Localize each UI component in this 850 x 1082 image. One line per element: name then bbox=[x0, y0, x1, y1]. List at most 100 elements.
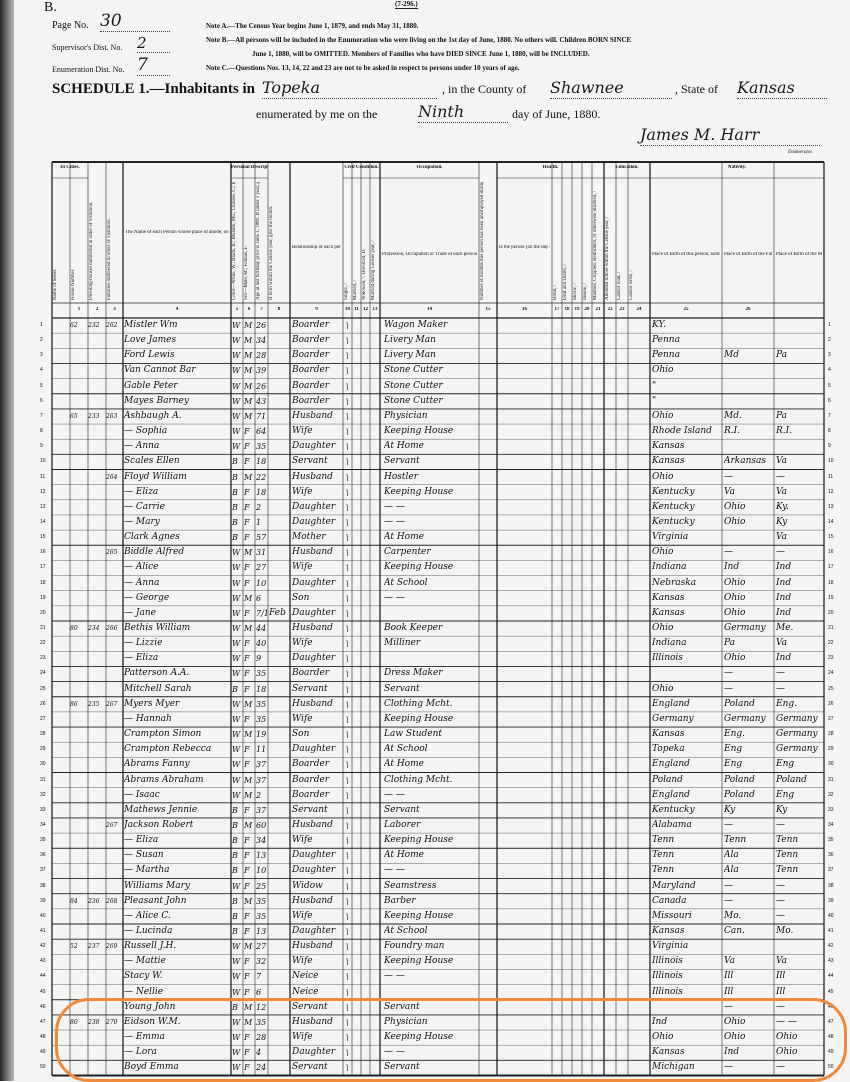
row-number: 49 bbox=[40, 1049, 46, 1056]
cell-age: 37 bbox=[256, 760, 267, 770]
cell-mother: Tenn bbox=[776, 865, 799, 876]
cell-month bbox=[269, 576, 289, 591]
cell-mother: — bbox=[776, 895, 785, 906]
column-number: 26 bbox=[745, 307, 751, 312]
cell-house bbox=[70, 454, 88, 469]
cell-month bbox=[269, 909, 289, 924]
cell-color: W bbox=[232, 427, 241, 437]
marital-tick: \ bbox=[346, 957, 349, 967]
cell-relation: Daughter bbox=[292, 607, 336, 618]
cell-occupation: Barber bbox=[384, 895, 416, 906]
cell-birthplace: Canada bbox=[652, 895, 687, 906]
cell-mother bbox=[776, 379, 824, 394]
cell-occupation: Physician bbox=[384, 410, 428, 421]
cell-age: 35 bbox=[256, 442, 267, 452]
cell-mother: Ohio bbox=[776, 1047, 798, 1058]
table-row: 26 26 86 235 267 Myers Myer W M 35 Husband Clothin… bbox=[0, 697, 850, 712]
cell-mother: — — bbox=[776, 1016, 797, 1027]
cell-month bbox=[269, 394, 289, 409]
cell-mother: Ohio bbox=[776, 1032, 798, 1043]
cell-month bbox=[269, 409, 289, 424]
row-number: 8 bbox=[40, 428, 43, 435]
cell-name: — George bbox=[124, 592, 170, 603]
cell-mother: Ill bbox=[776, 971, 786, 982]
cell-birthplace: Kansas bbox=[652, 456, 685, 467]
marital-tick: \ bbox=[346, 533, 349, 543]
table-row: 31 31 Abrams Abraham W M 37 Boarder Clothing Mc… bbox=[0, 773, 850, 788]
cell-birthplace: Illinois bbox=[652, 986, 683, 997]
cell-father: Arkansas bbox=[724, 456, 767, 467]
cell-color: W bbox=[232, 730, 241, 740]
marital-tick: \ bbox=[346, 760, 349, 770]
column-number: 6 bbox=[247, 307, 251, 312]
row-number-right: 4 bbox=[828, 367, 831, 374]
cell-sex: M bbox=[244, 730, 253, 740]
cell-family bbox=[106, 560, 123, 575]
cell-age: 28 bbox=[256, 1033, 267, 1043]
row-number-right: 34 bbox=[828, 821, 834, 828]
cell-month bbox=[269, 879, 289, 894]
cell-color: B bbox=[232, 866, 238, 876]
cell-mother: Va bbox=[776, 956, 788, 967]
row-number: 44 bbox=[40, 973, 46, 980]
cell-age: 32 bbox=[256, 957, 267, 967]
cell-birthplace: Ohio bbox=[652, 1032, 674, 1043]
cell-occupation: Hostler bbox=[384, 471, 419, 482]
cell-dwelling bbox=[88, 788, 106, 803]
cell-birthplace: Topeka bbox=[652, 744, 685, 755]
cell-birthplace: Kentucky bbox=[652, 516, 695, 527]
cell-father: — bbox=[724, 880, 733, 891]
cell-mother: Poland bbox=[776, 774, 807, 785]
cell-mother: Ky. bbox=[776, 501, 789, 512]
cell-relation: Daughter bbox=[292, 577, 336, 588]
marital-tick: \ bbox=[346, 972, 349, 982]
cell-mother: Ind bbox=[776, 577, 792, 588]
marital-tick: \ bbox=[346, 699, 349, 709]
marital-tick: \ bbox=[346, 427, 349, 437]
row-number: 42 bbox=[40, 943, 46, 950]
cell-father bbox=[724, 530, 774, 545]
cell-birthplace: Indiana bbox=[652, 638, 687, 649]
cell-sex: F bbox=[244, 911, 250, 921]
cell-sex: F bbox=[244, 457, 250, 467]
cell-father: — bbox=[724, 683, 733, 694]
cell-mother: Pa bbox=[776, 410, 788, 421]
cell-house bbox=[70, 545, 88, 560]
cell-color: B bbox=[232, 927, 238, 936]
cell-family bbox=[106, 788, 123, 803]
cell-relation: Daughter bbox=[292, 744, 336, 755]
row-number-right: 41 bbox=[828, 928, 834, 934]
row-number-right: 24 bbox=[828, 670, 834, 677]
cell-relation: Daughter bbox=[292, 653, 336, 664]
marital-tick: \ bbox=[346, 457, 349, 467]
row-number-right: 44 bbox=[828, 973, 834, 980]
cell-family bbox=[106, 500, 123, 515]
table-row: 41 41 — Lucinda B F 13 Daughter At School Kansas… bbox=[0, 924, 850, 939]
cell-color: W bbox=[232, 714, 241, 724]
cell-house bbox=[70, 848, 88, 863]
cell-relation: Boarder bbox=[292, 774, 330, 785]
page-number-label: Page No. bbox=[52, 20, 89, 31]
row-number-right: 3 bbox=[828, 352, 831, 359]
row-number-right: 1 bbox=[828, 322, 831, 328]
marital-tick: \ bbox=[346, 487, 349, 497]
cell-color: B bbox=[232, 457, 238, 467]
cell-color: W bbox=[232, 381, 241, 391]
cell-mother: — bbox=[776, 547, 785, 558]
cell-mother: — bbox=[776, 1001, 785, 1012]
cell-house bbox=[70, 636, 88, 651]
row-number: 43 bbox=[40, 958, 46, 965]
cell-name: — Sophia bbox=[124, 426, 168, 437]
cell-occupation: Carpenter bbox=[384, 547, 431, 558]
row-number-right: 25 bbox=[828, 685, 834, 692]
cell-mother: Ill bbox=[776, 986, 786, 997]
row-number: 21 bbox=[40, 625, 46, 631]
cell-sex: F bbox=[244, 805, 250, 815]
cell-month bbox=[269, 500, 289, 515]
cell-name: Van Cannot Bar bbox=[124, 365, 196, 376]
cell-age: 37 bbox=[256, 805, 267, 815]
cell-name: — Eliza bbox=[124, 835, 159, 846]
cell-age: 24 bbox=[256, 1063, 267, 1073]
cell-age: 4 bbox=[256, 1048, 262, 1058]
cell-birthplace: Ohio bbox=[652, 683, 674, 694]
